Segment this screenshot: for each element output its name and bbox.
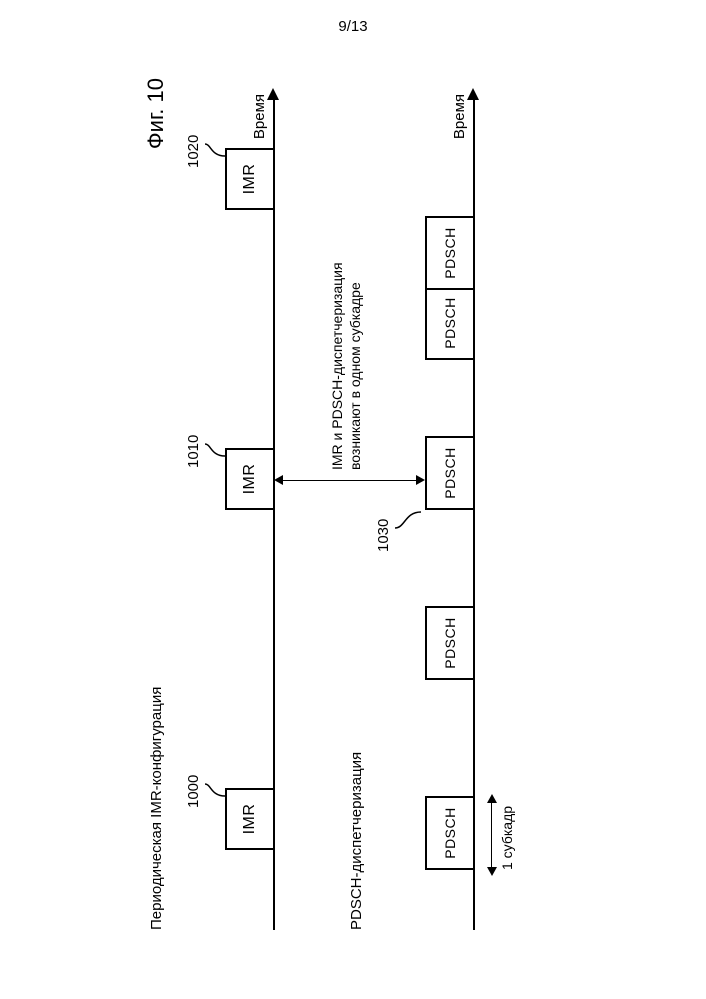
timeline-imr: Время IMR IMR IMR 1000 1010 1020 [273,100,275,930]
caption-line1: IMR и PDSCH-диспетчеризация [329,262,345,470]
ref-label: 1010 [185,435,202,468]
pdsch-box: PDSCH [425,216,475,290]
arrowhead-right-icon [467,88,479,100]
pdsch-box: PDSCH [425,796,475,870]
leader-curve-icon [203,440,227,458]
arrowhead-right-icon [267,88,279,100]
diagram-title: Периодическая IMR-конфигурация [148,687,165,930]
arrowhead-up-icon [274,476,283,486]
diagram-rotated-container: Периодическая IMR-конфигурация Фиг. 10 В… [143,70,563,930]
double-arrow-vertical-icon [276,480,422,481]
imr-box: IMR [225,448,275,510]
page-number: 9/13 [0,18,706,35]
ref-label: 1030 [375,519,392,552]
time-axis-label: Время [451,94,468,139]
subframe-dimension-label: 1 субкадр [499,806,515,870]
caption-line2: возникают в одном субкадре [347,282,363,470]
middle-caption: IMR и PDSCH-диспетчеризация возникают в … [329,220,364,470]
leader-curve-icon [203,780,227,798]
dimension-line [491,802,492,868]
imr-box: IMR [225,148,275,210]
timeline-pdsch: Время PDSCH PDSCH PDSCH PDSCH PDSCH [473,100,475,930]
pdsch-box: PDSCH [425,436,475,510]
imr-box: IMR [225,788,275,850]
arrowhead-down-icon [416,476,425,486]
figure-label: Фиг. 10 [143,78,169,149]
diagram: Периодическая IMR-конфигурация Фиг. 10 В… [143,70,563,930]
leader-curve-icon [203,140,227,158]
leader-curve-icon [393,510,423,532]
pdsch-box: PDSCH [425,286,475,360]
pdsch-row-label: PDSCH-диспетчеризация [348,752,365,930]
arrowhead-right-icon [487,794,497,803]
time-axis-label: Время [251,94,268,139]
arrowhead-left-icon [487,867,497,876]
ref-label: 1020 [185,135,202,168]
ref-label: 1000 [185,775,202,808]
pdsch-box: PDSCH [425,606,475,680]
